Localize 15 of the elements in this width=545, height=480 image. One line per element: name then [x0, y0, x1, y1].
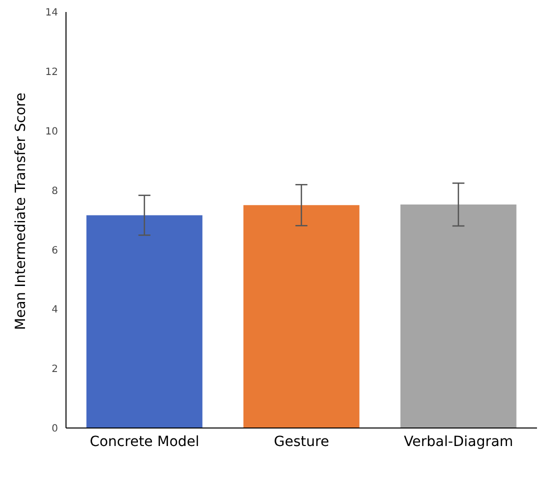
bar: [86, 215, 202, 428]
x-tick-label: Concrete Model: [90, 434, 200, 450]
y-tick-label: 8: [52, 186, 58, 197]
y-tick-label: 14: [45, 8, 58, 19]
y-tick-label: 0: [52, 424, 58, 435]
y-tick-label: 2: [52, 364, 58, 376]
x-tick-label: Gesture: [274, 434, 330, 450]
bar: [243, 205, 360, 428]
y-tick-label: 4: [52, 304, 58, 316]
y-tick-label: 12: [45, 66, 58, 78]
y-axis-title: Mean Intermediate Transfer Score: [12, 92, 29, 330]
y-tick-label: 6: [52, 245, 58, 256]
y-tick-label: 10: [45, 126, 58, 138]
bar: [400, 204, 516, 428]
x-tick-label: Verbal-Diagram: [404, 434, 514, 450]
